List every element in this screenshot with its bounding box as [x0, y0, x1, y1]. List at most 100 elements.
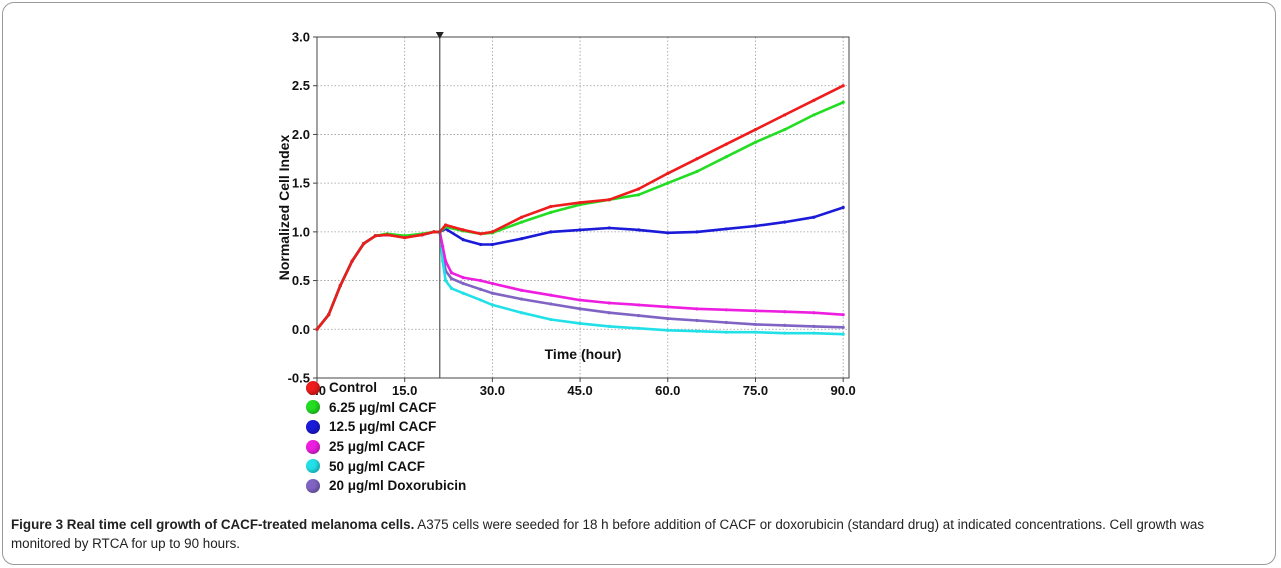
- data-point: [462, 276, 465, 279]
- data-point: [479, 298, 482, 301]
- legend-label: 25 μg/ml CACF: [329, 439, 425, 454]
- data-point: [444, 279, 447, 282]
- data-point: [842, 333, 845, 336]
- x-tick-label: 30.0: [480, 383, 505, 398]
- data-point: [725, 331, 728, 334]
- data-point: [479, 232, 482, 235]
- data-point: [479, 279, 482, 282]
- chart-legend: Control 6.25 μg/ml CACF 12.5 μg/ml CACF 25 …: [306, 378, 466, 496]
- data-point: [362, 242, 365, 245]
- legend-item: 20 μg/ml Doxorubicin: [306, 476, 466, 496]
- y-axis-title: Normalized Cell Index: [276, 135, 292, 281]
- y-tick-label: 1.0: [292, 224, 310, 239]
- data-point: [695, 230, 698, 233]
- legend-label: 50 μg/ml CACF: [329, 459, 425, 474]
- data-point: [491, 243, 494, 246]
- y-tick-label: 1.5: [292, 176, 310, 191]
- x-axis-title: Time (hour): [545, 346, 622, 362]
- x-tick-label: 90.0: [830, 383, 855, 398]
- legend-item: 6.25 μg/ml CACF: [306, 398, 466, 418]
- data-point: [479, 288, 482, 291]
- data-point: [754, 128, 757, 131]
- legend-swatch: [306, 459, 320, 473]
- data-point: [520, 311, 523, 314]
- data-point: [725, 308, 728, 311]
- legend-item: 50 μg/ml CACF: [306, 456, 466, 476]
- data-point: [725, 143, 728, 146]
- y-tick-label: 3.0: [292, 30, 310, 45]
- data-point: [783, 324, 786, 327]
- data-point: [462, 228, 465, 231]
- data-point: [578, 307, 581, 310]
- legend-label: 6.25 μg/ml CACF: [329, 400, 436, 415]
- x-tick-label: 75.0: [743, 383, 768, 398]
- data-point: [386, 233, 389, 236]
- legend-swatch: [306, 420, 320, 434]
- data-point: [432, 230, 435, 233]
- data-point: [783, 128, 786, 131]
- data-point: [695, 157, 698, 160]
- data-point: [783, 221, 786, 224]
- data-point: [637, 327, 640, 330]
- data-point: [725, 227, 728, 230]
- data-point: [450, 271, 453, 274]
- chart-grid: [313, 37, 849, 382]
- data-point: [327, 313, 330, 316]
- data-point: [666, 305, 669, 308]
- data-point: [520, 216, 523, 219]
- legend-item: 12.5 μg/ml CACF: [306, 417, 466, 437]
- data-point: [812, 325, 815, 328]
- data-point: [637, 303, 640, 306]
- legend-swatch: [306, 400, 320, 414]
- x-tick-label: 60.0: [655, 383, 680, 398]
- vertical-marker: [436, 32, 444, 378]
- cell-index-chart: 0.015.030.045.060.075.090.0 -0.50.00.51.…: [0, 0, 1281, 510]
- data-point: [350, 259, 353, 262]
- data-point: [608, 311, 611, 314]
- data-point: [520, 221, 523, 224]
- data-point: [842, 206, 845, 209]
- data-point: [549, 205, 552, 208]
- data-point: [578, 228, 581, 231]
- data-point: [842, 84, 845, 87]
- data-point: [608, 226, 611, 229]
- data-point: [754, 323, 757, 326]
- y-tick-label: 2.0: [292, 127, 310, 142]
- data-point: [549, 302, 552, 305]
- data-point: [637, 193, 640, 196]
- data-point: [450, 287, 453, 290]
- data-point: [754, 141, 757, 144]
- data-point: [754, 224, 757, 227]
- data-point: [812, 113, 815, 116]
- data-point: [754, 331, 757, 334]
- data-point: [491, 292, 494, 295]
- data-point: [695, 319, 698, 322]
- figure-caption: Figure 3 Real time cell growth of CACF-t…: [11, 515, 1266, 553]
- data-point: [812, 99, 815, 102]
- data-point: [441, 259, 444, 262]
- data-point: [450, 277, 453, 280]
- data-point: [695, 170, 698, 173]
- data-point: [812, 311, 815, 314]
- legend-label: Control: [329, 380, 377, 395]
- data-point: [637, 228, 640, 231]
- data-point: [578, 322, 581, 325]
- data-point: [695, 330, 698, 333]
- data-point: [403, 236, 406, 239]
- data-point: [578, 298, 581, 301]
- data-point: [444, 259, 447, 262]
- data-point: [421, 233, 424, 236]
- data-point: [462, 238, 465, 241]
- data-point: [315, 328, 318, 331]
- data-point: [374, 234, 377, 237]
- data-point: [491, 282, 494, 285]
- data-point: [549, 318, 552, 321]
- data-point: [608, 301, 611, 304]
- data-point: [666, 329, 669, 332]
- legend-label: 20 μg/ml Doxorubicin: [329, 478, 466, 493]
- data-point: [637, 187, 640, 190]
- data-point: [695, 307, 698, 310]
- data-point: [725, 321, 728, 324]
- data-point: [549, 294, 552, 297]
- data-point: [462, 282, 465, 285]
